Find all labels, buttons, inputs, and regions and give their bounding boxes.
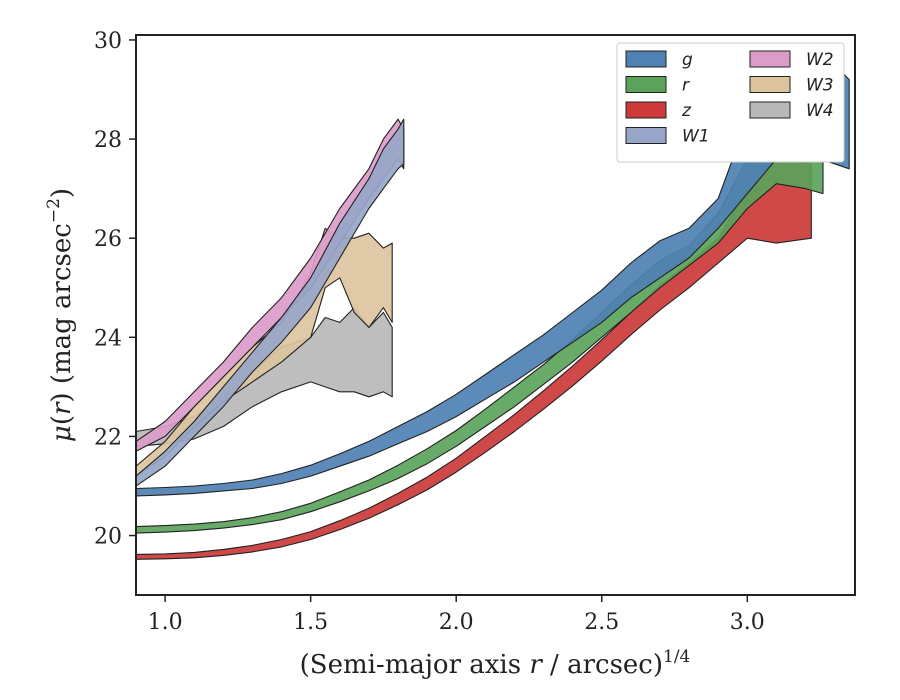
x-axis-label: (Semi-major axis r / arcsec)1/4 xyxy=(300,647,691,680)
y-tick-label: 30 xyxy=(94,29,122,54)
band-w1 xyxy=(136,118,405,487)
legend-label-g: g xyxy=(682,50,693,70)
y-tick-label: 22 xyxy=(94,425,122,450)
legend-swatch-z xyxy=(625,101,667,119)
x-tick-label: 1.5 xyxy=(293,610,328,635)
plot-frame xyxy=(135,34,856,596)
x-tick-label: 3.0 xyxy=(730,610,765,635)
legend: grz W1 W2 W3 W4 xyxy=(616,42,845,163)
legend-swatch-w2 xyxy=(749,50,791,68)
y-tick-label: 20 xyxy=(94,525,122,550)
x-tick-label: 2.0 xyxy=(439,610,474,635)
legend-label-r: r xyxy=(682,76,690,96)
y-axis-label: μ(r) (mag arcsec−2) xyxy=(44,188,77,442)
legend-swatch-w1 xyxy=(625,127,667,144)
y-tick-label: 28 xyxy=(94,128,122,153)
legend-label-w3: W3 xyxy=(806,76,834,96)
legend-swatch-g xyxy=(625,50,667,68)
legend-swatch-w4 xyxy=(749,101,791,119)
legend-label-w1: W1 xyxy=(682,127,710,147)
x-tick-label: 2.5 xyxy=(584,610,619,635)
legend-label-w4: W4 xyxy=(806,101,834,121)
x-tick-label: 1.0 xyxy=(148,610,183,635)
legend-swatch-w3 xyxy=(749,76,791,93)
legend-box xyxy=(616,42,845,163)
y-tick-label: 24 xyxy=(94,326,122,351)
legend-label-w2: W2 xyxy=(806,50,834,70)
y-axis-ticks: 20 22 24 26 28 30 xyxy=(94,29,136,550)
legend-label-z: z xyxy=(681,101,692,121)
y-tick-label: 26 xyxy=(94,227,122,252)
legend-swatch-r xyxy=(625,76,667,93)
x-axis-ticks: 1.0 1.5 2.0 2.5 3.0 xyxy=(148,595,765,635)
